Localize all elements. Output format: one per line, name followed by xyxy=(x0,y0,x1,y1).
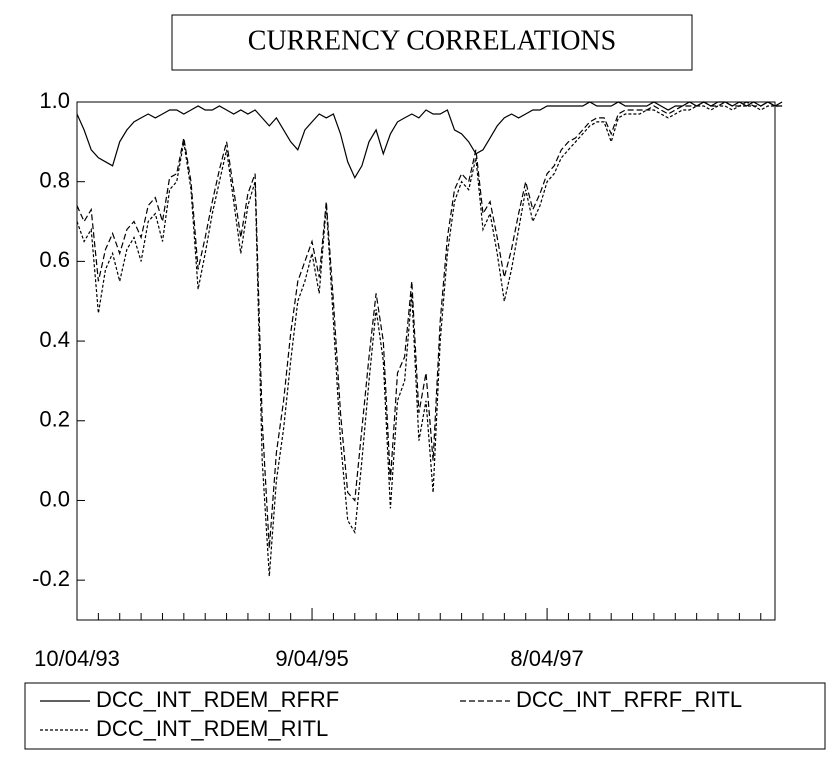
y-tick-label: 0.6 xyxy=(39,247,70,272)
x-tick-label: 8/04/97 xyxy=(510,646,583,671)
series-line xyxy=(76,101,783,549)
y-tick-label: -0.2 xyxy=(32,566,70,591)
series-line xyxy=(76,101,783,179)
x-tick-label: 9/04/95 xyxy=(275,646,348,671)
chart-title: CURRENCY CORRELATIONS xyxy=(248,25,616,56)
y-tick-label: 0.2 xyxy=(39,407,70,432)
legend-box xyxy=(24,682,826,750)
legend-label: DCC_INT_RDEM_RFRF xyxy=(96,687,339,712)
legend-label: DCC_INT_RFRF_RITL xyxy=(516,687,742,712)
legend-label: DCC_INT_RDEM_RITL xyxy=(96,716,328,741)
plot-frame xyxy=(76,101,776,621)
y-tick-label: 1.0 xyxy=(39,88,70,113)
x-tick-label: 10/04/93 xyxy=(34,646,120,671)
y-tick-label: 0.0 xyxy=(39,486,70,511)
series-line xyxy=(76,105,783,577)
y-tick-label: 0.4 xyxy=(39,327,70,352)
y-tick-label: 0.8 xyxy=(39,168,70,193)
title-box xyxy=(171,14,693,71)
